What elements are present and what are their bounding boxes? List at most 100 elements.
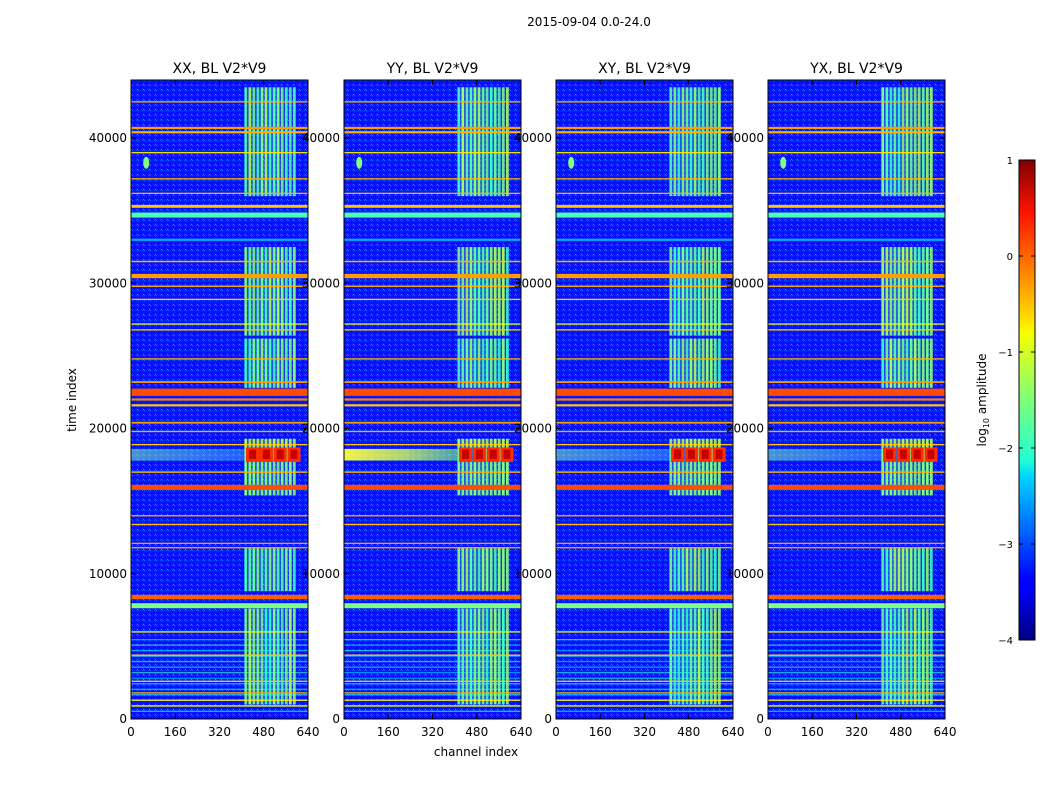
rfi-channel-block: [913, 338, 917, 388]
broadband-emission: [768, 448, 882, 461]
heatmap-panels: XX, BL V2*V9 0 160 320 480 640 0 10000 20000 3000…: [89, 61, 957, 739]
noise-row: [131, 683, 308, 685]
rfi-channel-block: [921, 247, 925, 336]
rfi-channel-block: [501, 547, 505, 592]
rfi-channel-block: [244, 247, 248, 336]
rfi-channel-block: [673, 547, 677, 592]
flagged-time-row: [556, 421, 733, 424]
flagged-time-row: [131, 323, 308, 325]
flagged-time-row: [344, 705, 521, 707]
rfi-channel-block: [256, 438, 260, 449]
flagged-time-row: [344, 285, 521, 287]
rfi-channel-block: [485, 87, 489, 197]
rfi-channel-block: [501, 247, 505, 336]
rfi-channel-block: [673, 87, 677, 197]
y-tick-label: 40000: [726, 131, 764, 145]
flagged-time-row: [556, 152, 733, 154]
rfi-channel-block: [925, 338, 929, 388]
rfi-channel-block: [264, 247, 268, 336]
colorbar: 10−1−2−3−4 log10 amplitude: [975, 156, 1036, 647]
rfi-channel-block: [457, 438, 461, 449]
rfi-channel-block: [697, 338, 701, 388]
flagged-time-row: [344, 654, 521, 656]
noise-row: [344, 644, 521, 646]
rfi-channel-block: [505, 87, 509, 197]
panel-title: XX, BL V2*V9: [173, 61, 267, 77]
rfi-channel-block: [288, 608, 292, 705]
broadband-emission: [344, 448, 458, 461]
flagged-time-row: [768, 542, 945, 544]
flagged-time-row: [556, 238, 733, 241]
rfi-hotspot-core: [886, 449, 894, 460]
noise-row: [131, 655, 308, 657]
flagged-time-row: [344, 204, 521, 208]
flagged-time-row: [556, 358, 733, 360]
rfi-channel-block: [481, 547, 485, 592]
rfi-channel-block: [497, 87, 501, 197]
flagged-time-row: [344, 131, 521, 134]
noise-row: [344, 655, 521, 657]
flagged-time-row: [131, 273, 308, 279]
rfi-channel-block: [917, 87, 921, 197]
flagged-time-row: [768, 388, 945, 396]
noise-row: [768, 650, 945, 652]
rfi-channel-block: [497, 547, 501, 592]
rfi-channel-block: [461, 87, 465, 197]
rfi-channel-block: [252, 547, 256, 592]
rfi-channel-block: [497, 438, 501, 449]
flagged-time-row: [768, 285, 945, 287]
rfi-channel-block: [292, 338, 296, 388]
rfi-channel-block: [489, 608, 493, 705]
rfi-channel-block: [693, 438, 697, 449]
rfi-channel-block: [717, 547, 721, 592]
y-tick-label: 0: [119, 712, 127, 726]
rfi-channel-block: [485, 338, 489, 388]
flagged-time-row: [131, 603, 308, 609]
rfi-channel-block: [485, 438, 489, 449]
rfi-channel-block: [681, 438, 685, 449]
flagged-time-row: [556, 404, 733, 407]
rfi-channel-block: [477, 547, 481, 592]
noise-row: [556, 688, 733, 690]
y-tick-label: 40000: [302, 131, 340, 145]
flagged-time-row: [556, 523, 733, 526]
panel-title: YY, BL V2*V9: [386, 61, 479, 77]
rfi-channel-block: [925, 547, 929, 592]
flagged-time-row: [131, 152, 308, 154]
rfi-channel-block: [925, 438, 929, 449]
rfi-channel-block: [252, 438, 256, 449]
flagged-time-row: [344, 381, 521, 383]
rfi-channel-block: [693, 247, 697, 336]
rfi-channel-block: [677, 547, 681, 592]
y-tick-label: 30000: [726, 276, 764, 290]
rfi-channel-block: [717, 608, 721, 705]
rfi-channel-block: [705, 87, 709, 197]
flagged-time-row: [768, 398, 945, 401]
rfi-channel-block: [881, 547, 885, 592]
rfi-channel-block: [901, 547, 905, 592]
noise-row: [556, 694, 733, 696]
flagged-time-row: [131, 705, 308, 707]
flagged-time-row: [768, 430, 945, 433]
flagged-time-row: [344, 329, 521, 331]
flagged-time-row: [344, 238, 521, 241]
rfi-channel-block: [493, 547, 497, 592]
y-tick-label: 40000: [89, 131, 127, 145]
flagged-time-row: [768, 358, 945, 360]
flagged-time-row: [131, 358, 308, 360]
flagged-time-row: [556, 126, 733, 130]
rfi-channel-block: [505, 247, 509, 336]
colorbar-tick-label: −3: [998, 540, 1013, 551]
rfi-channel-block: [701, 247, 705, 336]
rfi-channel-block: [917, 338, 921, 388]
rfi-channel-block: [697, 547, 701, 592]
flagged-time-row: [768, 126, 945, 130]
rfi-channel-block: [901, 87, 905, 197]
y-tick-label: 0: [544, 712, 552, 726]
flagged-time-row: [768, 273, 945, 279]
heatmap-panel: YY, BL V2*V9 0 160 320 480 640 0 10000 20000 3000…: [302, 61, 533, 739]
flagged-time-row: [768, 631, 945, 633]
rfi-channel-block: [473, 438, 477, 449]
noise-row: [768, 655, 945, 657]
x-tick-label: 320: [421, 725, 444, 739]
